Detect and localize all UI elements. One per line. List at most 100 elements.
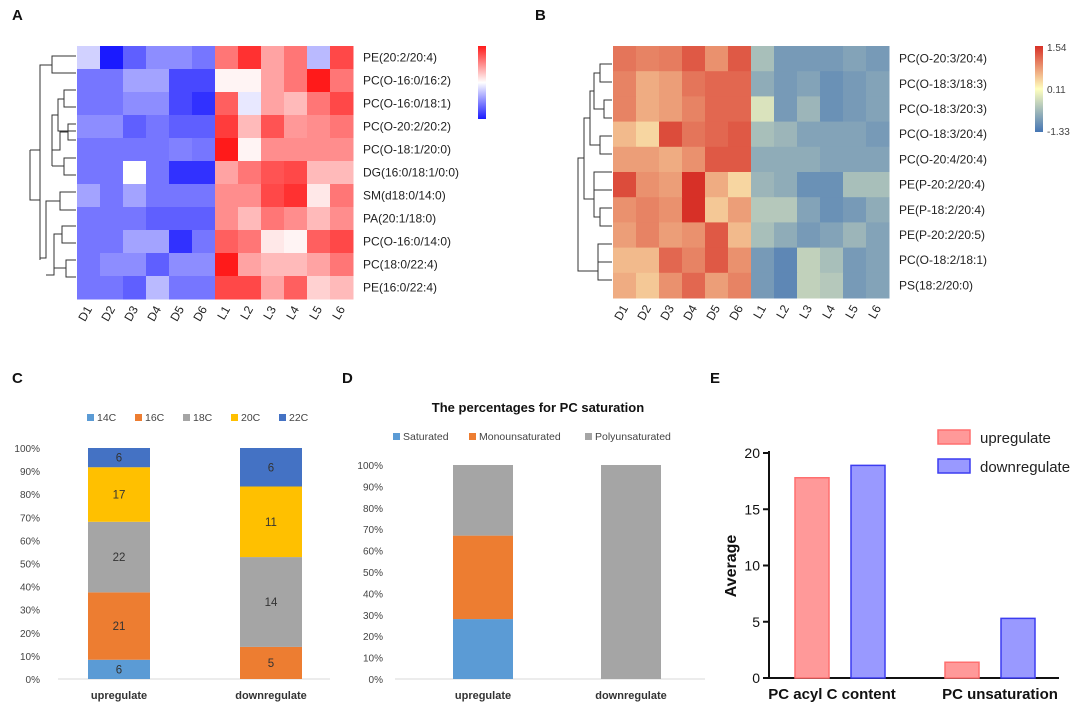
heatmap-row-label: PC(O-16:0/14:0) bbox=[363, 235, 451, 249]
chart-d-bars bbox=[453, 465, 661, 679]
heatmap-cell bbox=[659, 96, 683, 123]
heatmap-b-cells bbox=[613, 46, 890, 299]
heatmap-cell bbox=[169, 230, 193, 254]
heatmap-cell bbox=[659, 146, 683, 173]
heatmap-col-label: L5 bbox=[306, 303, 325, 322]
heatmap-a-col-labels: D1 D2 D3 D4 D5 D6 L1 L2 L3 L4 L5 L6 bbox=[75, 303, 348, 324]
y-tick-label: 0% bbox=[26, 675, 41, 686]
y-tick-label: 15 bbox=[744, 501, 760, 517]
legend-label: 18C bbox=[193, 412, 213, 424]
heatmap-cell bbox=[797, 197, 821, 223]
heatmap-cell bbox=[659, 222, 683, 249]
heatmap-cell bbox=[797, 71, 821, 97]
heatmap-cell bbox=[100, 253, 124, 277]
heatmap-col-label: L6 bbox=[329, 303, 348, 322]
heatmap-row-label: SM(d18:0/14:0) bbox=[363, 189, 446, 203]
data-label: 5 bbox=[268, 658, 274, 670]
heatmap-cell bbox=[100, 207, 124, 231]
heatmap-cell bbox=[774, 172, 798, 198]
y-tick-label: 0% bbox=[369, 675, 384, 686]
heatmap-cell bbox=[215, 253, 239, 277]
heatmap-cell bbox=[797, 247, 821, 274]
legend-swatch bbox=[469, 433, 476, 440]
heatmap-cell bbox=[238, 207, 262, 231]
heatmap-cell bbox=[192, 207, 216, 231]
heatmap-cell bbox=[169, 207, 193, 231]
heatmap-row-label: DG(16:0/18:1/0:0) bbox=[363, 166, 459, 180]
chart-c-legend: 14C 16C 18C 20C 22C bbox=[87, 412, 309, 424]
heatmap-cell bbox=[261, 276, 285, 300]
heatmap-cell bbox=[705, 197, 729, 223]
heatmap-cell bbox=[728, 46, 752, 72]
heatmap-cell bbox=[100, 92, 124, 116]
heatmap-cell bbox=[215, 184, 239, 208]
heatmap-cell bbox=[613, 146, 637, 173]
heatmap-row-label: PC(O-18:3/18:3) bbox=[899, 77, 987, 91]
panel-letter-b: B bbox=[535, 7, 546, 24]
heatmap-row-label: PS(18:2/20:0) bbox=[899, 278, 973, 292]
heatmap-cell bbox=[123, 115, 147, 139]
heatmap-cell bbox=[866, 172, 890, 198]
data-label: 22 bbox=[113, 552, 126, 564]
heatmap-col-label: L3 bbox=[260, 303, 279, 322]
bar-segment bbox=[240, 646, 302, 679]
chart-c-bars: 6 21 22 17 6 5 14 11 6 bbox=[88, 448, 302, 679]
legend-label: Polyunsaturated bbox=[595, 431, 671, 443]
heatmap-cell bbox=[261, 46, 285, 70]
heatmap-b-col-labels: D1 D2 D3 D4 D5 D6 L1 L2 L3 L4 L5 L6 bbox=[611, 302, 884, 323]
heatmap-cell bbox=[192, 115, 216, 139]
y-tick-label: 70% bbox=[20, 513, 40, 524]
heatmap-cell bbox=[77, 253, 101, 277]
heatmap-cell bbox=[307, 184, 331, 208]
heatmap-cell bbox=[682, 146, 706, 173]
heatmap-cell bbox=[192, 161, 216, 185]
heatmap-cell bbox=[682, 247, 706, 274]
heatmap-cell bbox=[613, 172, 637, 198]
chart-e-bars bbox=[794, 464, 1036, 679]
heatmap-row-label: PE(P-20:2/20:5) bbox=[899, 228, 985, 242]
heatmap-cell bbox=[169, 138, 193, 162]
heatmap-cell bbox=[215, 207, 239, 231]
heatmap-cell bbox=[682, 197, 706, 223]
heatmap-cell bbox=[238, 230, 262, 254]
y-tick-label: 10 bbox=[744, 558, 760, 574]
heatmap-cell bbox=[797, 146, 821, 173]
y-tick-label: 80% bbox=[20, 490, 40, 501]
heatmap-cell bbox=[330, 161, 354, 185]
heatmap-b: PC(O-20:3/20:4) PC(O-18:3/18:3) PC(O-18:3/… bbox=[577, 43, 1070, 323]
chart-c-categories: upregulate downregulate bbox=[91, 690, 307, 702]
heatmap-cell bbox=[238, 253, 262, 277]
heatmap-cell bbox=[774, 222, 798, 249]
heatmap-cell bbox=[728, 146, 752, 173]
y-tick-label: 10% bbox=[20, 652, 40, 663]
heatmap-cell bbox=[820, 96, 844, 123]
bar-segment bbox=[453, 465, 513, 536]
heatmap-cell bbox=[123, 161, 147, 185]
heatmap-cell bbox=[682, 96, 706, 123]
heatmap-cell bbox=[774, 247, 798, 274]
heatmap-cell bbox=[307, 276, 331, 300]
heatmap-cell bbox=[866, 71, 890, 97]
heatmap-col-label: D2 bbox=[634, 302, 654, 323]
heatmap-cell bbox=[751, 172, 775, 198]
heatmap-cell bbox=[77, 92, 101, 116]
heatmap-cell bbox=[123, 253, 147, 277]
heatmap-cell bbox=[146, 161, 170, 185]
heatmap-cell bbox=[123, 69, 147, 93]
heatmap-cell bbox=[261, 115, 285, 139]
heatmap-cell bbox=[169, 161, 193, 185]
heatmap-cell bbox=[659, 197, 683, 223]
heatmap-cell bbox=[751, 197, 775, 223]
heatmap-cell bbox=[636, 146, 660, 173]
heatmap-cell bbox=[238, 115, 262, 139]
heatmap-cell bbox=[751, 46, 775, 72]
heatmap-cell bbox=[751, 71, 775, 97]
heatmap-cell bbox=[820, 146, 844, 173]
heatmap-col-label: L4 bbox=[819, 302, 838, 321]
heatmap-cell bbox=[77, 161, 101, 185]
heatmap-cell bbox=[774, 146, 798, 173]
data-label: 6 bbox=[116, 453, 122, 465]
panel-letter-e: E bbox=[710, 370, 720, 387]
heatmap-row-label: PE(P-20:2/20:4) bbox=[899, 178, 985, 192]
data-label: 6 bbox=[116, 664, 122, 676]
